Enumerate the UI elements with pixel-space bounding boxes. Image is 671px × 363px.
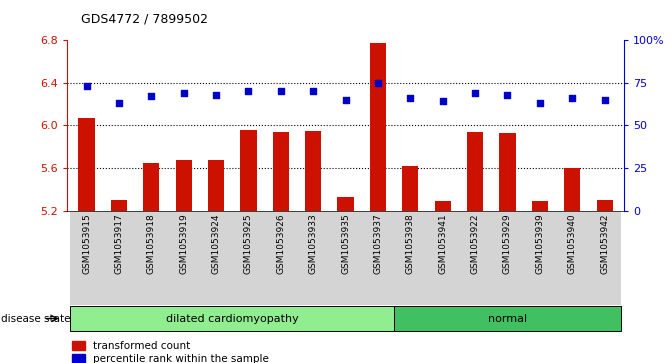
Bar — [264, 211, 297, 305]
Point — [178, 90, 189, 96]
Bar — [232, 211, 264, 305]
Bar — [272, 132, 289, 211]
Point — [405, 95, 416, 101]
Text: GDS4772 / 7899502: GDS4772 / 7899502 — [81, 12, 207, 25]
Point — [275, 88, 286, 94]
Text: GSM1053918: GSM1053918 — [147, 213, 156, 274]
Bar — [240, 130, 256, 211]
Point — [502, 91, 513, 97]
Text: GSM1053938: GSM1053938 — [406, 213, 415, 274]
Bar — [135, 211, 168, 305]
Bar — [168, 211, 200, 305]
Point — [243, 88, 254, 94]
Point — [146, 93, 156, 99]
Text: GSM1053919: GSM1053919 — [179, 213, 188, 274]
Bar — [556, 211, 588, 305]
Point — [81, 83, 92, 89]
Text: GSM1053925: GSM1053925 — [244, 213, 253, 274]
Bar — [329, 211, 362, 305]
Bar — [394, 211, 427, 305]
Text: GSM1053929: GSM1053929 — [503, 213, 512, 274]
Bar — [362, 211, 394, 305]
Text: dilated cardiomyopathy: dilated cardiomyopathy — [166, 314, 299, 323]
Bar — [70, 211, 103, 305]
Point — [599, 97, 610, 103]
Bar — [523, 211, 556, 305]
Text: GSM1053939: GSM1053939 — [535, 213, 544, 274]
Bar — [370, 43, 386, 211]
Bar — [394, 306, 621, 331]
Text: GSM1053917: GSM1053917 — [115, 213, 123, 274]
Bar — [427, 211, 459, 305]
Bar — [597, 200, 613, 211]
Bar — [79, 118, 95, 211]
Bar — [588, 211, 621, 305]
Text: GSM1053942: GSM1053942 — [600, 213, 609, 274]
Point — [470, 90, 480, 96]
Bar — [491, 211, 523, 305]
Text: GSM1053924: GSM1053924 — [211, 213, 221, 274]
Bar — [531, 201, 548, 211]
Bar — [143, 163, 160, 211]
Bar — [103, 211, 135, 305]
Point — [535, 100, 546, 106]
Bar — [564, 168, 580, 211]
Text: GSM1053941: GSM1053941 — [438, 213, 447, 274]
Bar — [305, 131, 321, 211]
Bar — [200, 211, 232, 305]
Text: disease state: disease state — [1, 314, 70, 323]
Legend: transformed count, percentile rank within the sample: transformed count, percentile rank withi… — [72, 341, 269, 363]
Bar — [176, 160, 192, 211]
Text: GSM1053915: GSM1053915 — [82, 213, 91, 274]
Point — [567, 95, 578, 101]
Text: GSM1053937: GSM1053937 — [374, 213, 382, 274]
Point — [308, 88, 319, 94]
Text: GSM1053933: GSM1053933 — [309, 213, 317, 274]
Bar — [297, 211, 329, 305]
Bar — [499, 133, 515, 211]
Bar — [459, 211, 491, 305]
Text: GSM1053926: GSM1053926 — [276, 213, 285, 274]
Text: GSM1053935: GSM1053935 — [341, 213, 350, 274]
Text: GSM1053922: GSM1053922 — [470, 213, 480, 274]
Bar — [435, 201, 451, 211]
Text: GSM1053940: GSM1053940 — [568, 213, 576, 274]
Point — [211, 91, 221, 97]
Bar — [467, 132, 483, 211]
Text: normal: normal — [488, 314, 527, 323]
Point — [372, 79, 383, 85]
Point — [113, 100, 124, 106]
Bar — [111, 200, 127, 211]
Bar — [208, 160, 224, 211]
Point — [340, 97, 351, 103]
Bar — [402, 166, 419, 211]
Bar — [338, 197, 354, 211]
Bar — [70, 306, 394, 331]
Point — [437, 98, 448, 104]
